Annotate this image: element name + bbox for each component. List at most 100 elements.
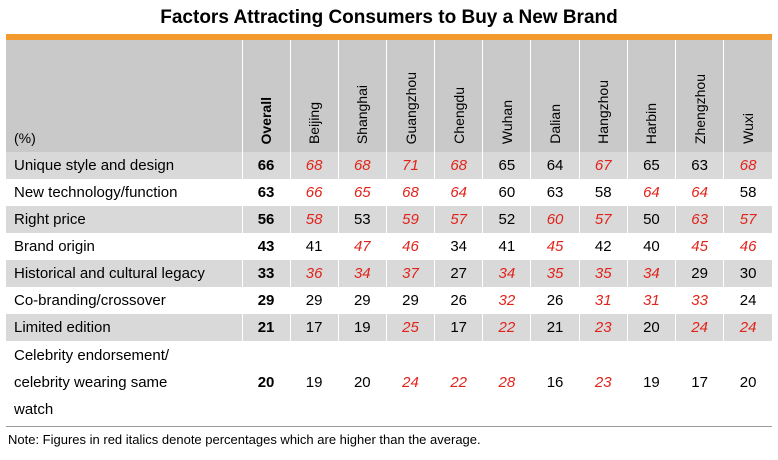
city-value-cell: 34 xyxy=(482,260,531,287)
column-header: Wuxi xyxy=(723,40,772,152)
city-value-cell: 63 xyxy=(675,152,724,179)
city-value-cell: 34 xyxy=(337,260,387,287)
city-value-cell: 47 xyxy=(337,233,387,260)
city-value-cell: 68 xyxy=(723,152,772,179)
row-label: Limited edition xyxy=(14,319,111,336)
row-label: Brand origin xyxy=(14,238,95,255)
city-value-cell: 24 xyxy=(723,287,772,314)
city-value-cell: 63 xyxy=(675,206,724,233)
city-value-cell: 22 xyxy=(434,341,483,423)
city-value-cell: 45 xyxy=(675,233,724,260)
city-value-cell: 37 xyxy=(385,260,435,287)
overall-cell: 66 xyxy=(241,152,291,179)
city-value-cell: 29 xyxy=(675,260,724,287)
city-value-cell: 46 xyxy=(723,233,772,260)
city-value-cell: 71 xyxy=(385,152,435,179)
city-value-cell: 25 xyxy=(385,314,435,341)
city-value-cell: 36 xyxy=(289,260,339,287)
column-header-guangzhou: Guangzhou xyxy=(402,71,419,144)
column-header: Overall xyxy=(241,40,291,152)
column-header: Beijing xyxy=(289,40,339,152)
city-value-cell: 57 xyxy=(723,206,772,233)
city-value-cell: 19 xyxy=(337,314,387,341)
city-value-cell: 58 xyxy=(289,206,339,233)
city-value-cell: 68 xyxy=(337,152,387,179)
city-value-cell: 50 xyxy=(626,206,676,233)
city-value-cell: 20 xyxy=(723,341,772,423)
city-value-cell: 24 xyxy=(723,314,772,341)
city-value-cell: 46 xyxy=(385,233,435,260)
city-value-cell: 59 xyxy=(385,206,435,233)
table-row: Historical and cultural legacy 33 36 34 37 27… xyxy=(6,260,772,287)
city-value-cell: 29 xyxy=(289,287,339,314)
city-value-cell: 40 xyxy=(626,233,676,260)
overall-cell: 56 xyxy=(241,206,291,233)
row-label: Unique style and design xyxy=(14,157,175,174)
table-row: Unique style and design 66 68 68 71 68 65 64 67 6… xyxy=(6,152,772,179)
unit-label: (%) xyxy=(14,130,36,146)
column-header: Wuhan xyxy=(482,40,531,152)
column-header-dalian: Dalian xyxy=(547,104,564,144)
column-header: Harbin xyxy=(626,40,676,152)
table-title: Factors Attracting Consumers to Buy a Ne… xyxy=(160,7,618,28)
table-row: Celebrity endorsement/celebrity wearing … xyxy=(6,341,772,423)
row-label: Co-branding/crossover xyxy=(14,292,166,309)
city-value-cell: 68 xyxy=(289,152,339,179)
row-label-line: celebrity wearing same xyxy=(14,373,168,391)
table-row: Co-branding/crossover 29 29 29 29 26 32 26 31 31 3… xyxy=(6,287,772,314)
city-value-cell: 42 xyxy=(578,233,628,260)
column-header-overall: Overall xyxy=(258,96,275,144)
column-header-wuxi: Wuxi xyxy=(740,113,757,144)
city-value-cell: 33 xyxy=(675,287,724,314)
overall-cell: 43 xyxy=(241,233,291,260)
table-row: Limited edition 21 17 19 25 17 22 21 23 20 24 24 xyxy=(6,314,772,341)
city-value-cell: 68 xyxy=(385,179,435,206)
city-value-cell: 24 xyxy=(675,314,724,341)
table-row: Right price 56 58 53 59 57 52 60 57 50 63 57 xyxy=(6,206,772,233)
city-value-cell: 30 xyxy=(723,260,772,287)
row-label: Right price xyxy=(14,211,86,228)
table-body: Unique style and design 66 68 68 71 68 65 64 67 6… xyxy=(6,152,772,423)
city-value-cell: 28 xyxy=(482,341,531,423)
city-value-cell: 52 xyxy=(482,206,531,233)
city-value-cell: 26 xyxy=(434,287,483,314)
city-value-cell: 31 xyxy=(626,287,676,314)
city-value-cell: 17 xyxy=(434,314,483,341)
overall-cell: 20 xyxy=(241,341,291,423)
unit-label-cell: (%) xyxy=(6,40,242,152)
city-value-cell: 20 xyxy=(626,314,676,341)
city-value-cell: 35 xyxy=(530,260,580,287)
city-value-cell: 27 xyxy=(434,260,483,287)
city-value-cell: 24 xyxy=(385,341,435,423)
city-value-cell: 22 xyxy=(482,314,531,341)
city-value-cell: 32 xyxy=(482,287,531,314)
city-value-cell: 34 xyxy=(434,233,483,260)
header-row: (%) Overall Beijing Shanghai Guangzhou C… xyxy=(6,40,772,152)
column-header-shanghai: Shanghai xyxy=(354,84,371,144)
city-value-cell: 65 xyxy=(482,152,531,179)
city-value-cell: 65 xyxy=(337,179,387,206)
overall-cell: 21 xyxy=(241,314,291,341)
column-header: Chengdu xyxy=(434,40,483,152)
city-value-cell: 19 xyxy=(626,341,676,423)
row-label: Celebrity endorsement/celebrity wearing … xyxy=(6,341,242,423)
city-value-cell: 34 xyxy=(626,260,676,287)
row-label: New technology/function xyxy=(14,184,178,201)
row-label-line: watch xyxy=(14,400,54,418)
title-underline xyxy=(6,34,772,40)
city-value-cell: 29 xyxy=(385,287,435,314)
city-value-cell: 60 xyxy=(482,179,531,206)
city-value-cell: 35 xyxy=(578,260,628,287)
overall-cell: 33 xyxy=(241,260,291,287)
city-value-cell: 58 xyxy=(723,179,772,206)
column-header-hangzhou: Hangzhou xyxy=(595,80,612,144)
column-header: Zhengzhou xyxy=(675,40,724,152)
city-value-cell: 41 xyxy=(289,233,339,260)
city-value-cell: 64 xyxy=(530,152,580,179)
column-header-harbin: Harbin xyxy=(643,102,660,144)
overall-cell: 29 xyxy=(241,287,291,314)
column-header: Hangzhou xyxy=(578,40,628,152)
column-header-zhengzhou: Zhengzhou xyxy=(691,73,708,144)
table-row: Brand origin 43 41 47 46 34 41 45 42 40 45 46 xyxy=(6,233,772,260)
city-value-cell: 21 xyxy=(530,314,580,341)
